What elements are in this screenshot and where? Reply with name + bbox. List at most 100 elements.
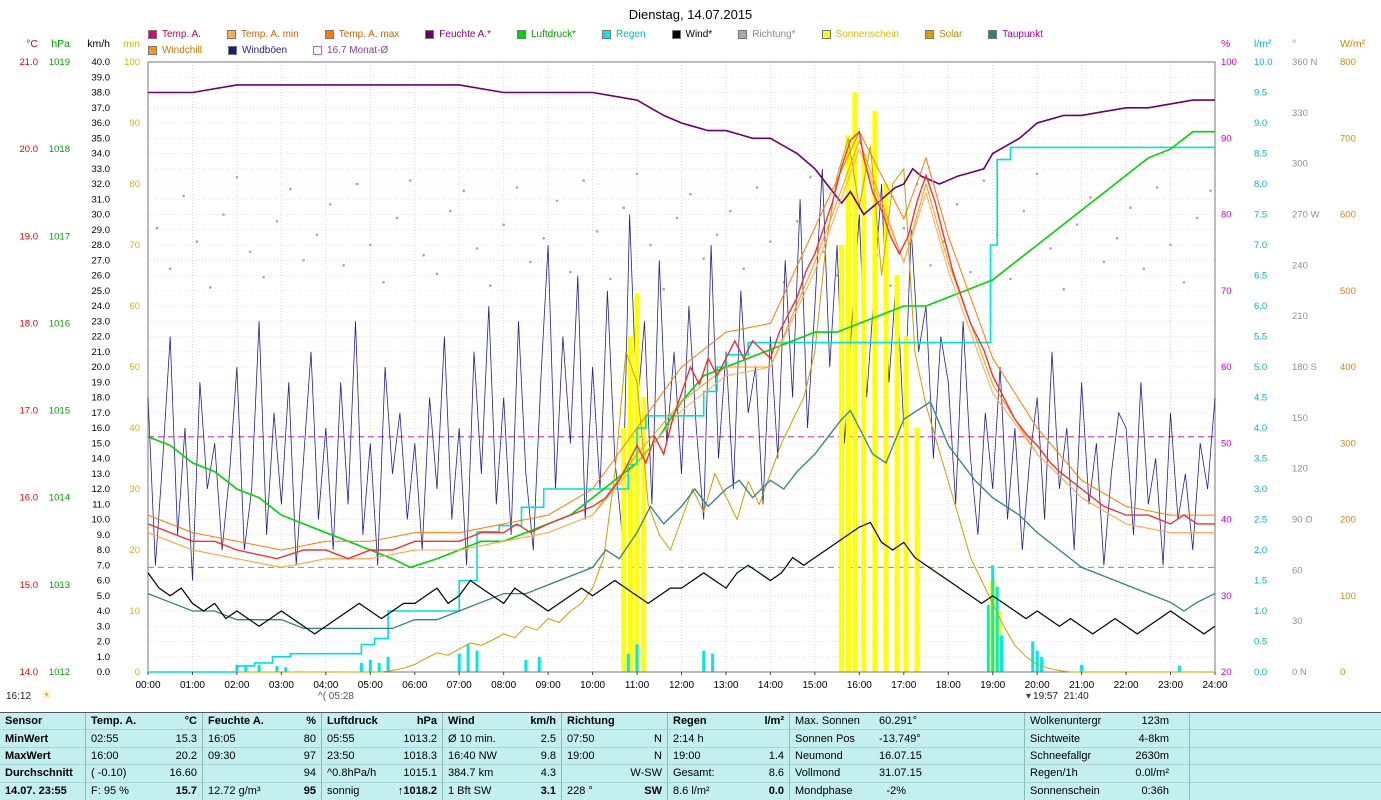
axis-tick-label: 600 bbox=[1340, 210, 1356, 221]
axis-tick-label: 10.0 bbox=[92, 515, 111, 526]
stats-cell-wind: 16:40 NW 9.8 bbox=[443, 747, 562, 766]
axis-unit-deg: ° bbox=[1292, 38, 1296, 50]
legend-swatch-temp-a bbox=[148, 29, 157, 39]
axis-tick-label: 50 bbox=[129, 362, 140, 373]
sun-icon: ☀ bbox=[42, 690, 51, 701]
x-tick-label: 03:00 bbox=[269, 680, 294, 691]
axis-tick-label: 1.0 bbox=[1254, 606, 1267, 617]
legend-label: Luftdruck* bbox=[531, 28, 577, 40]
stats-cell-regen: Gesamt: 8.6 bbox=[668, 765, 790, 783]
axis-tick-label: 20.0 bbox=[92, 362, 111, 373]
axis-tick-label: 200 bbox=[1340, 515, 1356, 526]
axis-tick-label: 25.0 bbox=[92, 286, 111, 297]
series-temp-a bbox=[147, 130, 1215, 560]
legend-swatch-feuchte-a bbox=[425, 29, 435, 39]
axis-temp: 14.0 15.0 16.0 17.0 18.0 19.0 20.0 21.0 °C bbox=[20, 38, 39, 678]
axis-tick-label: 30.0 bbox=[92, 210, 111, 221]
axis-tick-label: 70 bbox=[129, 240, 140, 251]
legend-swatch-richtung bbox=[738, 29, 748, 39]
sunset-marker-icon: ▾ bbox=[1026, 691, 1032, 702]
legend-label: Taupunkt bbox=[1002, 28, 1043, 40]
stats-cell-luftdruck: Luftdruck hPa bbox=[322, 713, 443, 731]
stats-cell-regen: 8.6 l/m² 0.0 bbox=[668, 782, 790, 800]
x-tick-label: 19:00 bbox=[980, 680, 1005, 691]
marker-evening-text: 19:57 21:40 bbox=[1033, 691, 1089, 702]
axis-tick-label: 60 bbox=[1292, 565, 1303, 576]
stats-cell-temp-a: ( -0.10) 16.60 bbox=[86, 765, 203, 783]
axis-tick-label: 3.0 bbox=[97, 621, 110, 632]
stats-info-astro: Max. Sonnen 60.291° bbox=[790, 713, 1025, 731]
axis-tick-label: 18.0 bbox=[92, 393, 111, 404]
stats-info-astro: Sonnen Pos -13.749° bbox=[790, 730, 1025, 748]
series-wind bbox=[147, 521, 1216, 635]
legend-item-regen: Regen bbox=[602, 28, 646, 40]
axis-tick-label: 240 bbox=[1292, 260, 1308, 271]
axis-tick-label: 21.0 bbox=[20, 57, 39, 68]
x-tick-label: 09:00 bbox=[536, 680, 561, 691]
x-tick-label: 12:00 bbox=[669, 680, 694, 691]
axis-tick-label: 7.5 bbox=[1254, 210, 1267, 221]
axis-tick-label: 800 bbox=[1340, 57, 1356, 68]
x-tick-label: 21:00 bbox=[1069, 680, 1094, 691]
axis-tick-label: 2.0 bbox=[97, 637, 110, 648]
stats-cell-luftdruck: 23:50 1018.3 bbox=[322, 747, 443, 766]
stats-cell-temp-a: 02:55 15.3 bbox=[86, 730, 203, 748]
legend-label: Temp. A. min bbox=[240, 28, 299, 40]
axis-unit-temp: °C bbox=[26, 38, 38, 50]
legend-swatch-temp-a-max bbox=[324, 29, 334, 39]
stats-info-astro: Vollmond 31.07.15 bbox=[790, 765, 1025, 783]
axis-tick-label: 19.0 bbox=[92, 377, 111, 388]
stats-info-misc: Sonnenschein 0:36h bbox=[1025, 782, 1190, 800]
stats-row-label: Sensor bbox=[0, 713, 86, 731]
axis-tick-label: 39.0 bbox=[92, 72, 111, 83]
axis-tick-label: 26.0 bbox=[92, 271, 111, 282]
axis-tick-label: 32.0 bbox=[92, 179, 111, 190]
legend-swatch-16-7-monat bbox=[313, 45, 323, 55]
axis-tick-label: 18.0 bbox=[20, 318, 39, 329]
axis-tick-label: 9.0 bbox=[97, 530, 110, 541]
axis-tick-label: 0 bbox=[1340, 667, 1345, 678]
axis-tick-label: 37.0 bbox=[92, 103, 111, 114]
axis-lm2: 0.0 0.5 1.0 1.5 2.0 2.5 3.0 3.5 4.0 4.5 5.0 5.5 6.0 6… bbox=[1254, 38, 1273, 678]
axis-tick-label: 3.5 bbox=[1254, 454, 1267, 465]
axis-tick-label: 14.0 bbox=[92, 454, 111, 465]
axis-tick-label: 5.0 bbox=[97, 591, 110, 602]
axis-tick-label: 10.0 bbox=[1254, 57, 1273, 68]
stats-cell-luftdruck: sonnig ↑1018.2 bbox=[322, 782, 443, 800]
legend-swatch-wind bbox=[671, 29, 681, 39]
legend-item-luftdruck: Luftdruck* bbox=[517, 29, 576, 40]
axis-tick-label: 700 bbox=[1340, 133, 1356, 144]
legend-row-2: Windchill Windböen 16.7 Monat-Ø bbox=[148, 42, 1043, 58]
axis-tick-label: 1013 bbox=[49, 580, 70, 591]
legend-swatch-luftdruck bbox=[517, 29, 526, 39]
axis-tick-label: 2.0 bbox=[1254, 545, 1267, 556]
axis-tick-label: 15.0 bbox=[92, 438, 111, 449]
axis-tick-label: 36.0 bbox=[92, 118, 111, 129]
stats-info-misc: Sichtweite 4-8km bbox=[1025, 730, 1190, 748]
stats-cell-regen: Regen l/m² bbox=[668, 713, 790, 731]
axis-tick-label: 20 bbox=[129, 545, 140, 556]
stats-cell-luftdruck: 05:55 1013.2 bbox=[322, 730, 443, 748]
x-tick-label: 17:00 bbox=[891, 680, 916, 691]
x-tick-label: 14:00 bbox=[758, 680, 783, 691]
stats-info-misc: Regen/1h 0.0l/m² bbox=[1025, 765, 1190, 783]
stats-info-misc: Schneefallgr 2630m bbox=[1025, 747, 1190, 766]
axis-tick-label: 90 O bbox=[1292, 515, 1313, 526]
legend-label: Regen bbox=[616, 28, 646, 40]
axis-kmh: 0.0 1.0 2.0 3.0 4.0 5.0 6.0 7.0 8.0 9.0 10.0 11.0 12… bbox=[87, 38, 110, 678]
axis-tick-label: 4.0 bbox=[1254, 423, 1267, 434]
stats-cell-feuchte-a: 94 bbox=[203, 765, 322, 783]
axis-tick-label: 12.0 bbox=[92, 484, 111, 495]
stats-row-label: Durchschnitt bbox=[0, 765, 86, 783]
axis-tick-label: 300 bbox=[1292, 159, 1308, 170]
axis-tick-label: 0 bbox=[135, 667, 140, 678]
x-tick-label: 07:00 bbox=[447, 680, 472, 691]
axis-tick-label: 21.0 bbox=[92, 347, 111, 358]
axis-tick-label: 300 bbox=[1340, 438, 1356, 449]
axis-unit-kmh: km/h bbox=[87, 38, 110, 50]
stats-row-label: MaxWert bbox=[0, 747, 86, 766]
legend-row-1: Temp. A. Temp. A. min Temp. A. max Feuchte … bbox=[148, 26, 1043, 42]
stats-cell-wind: Ø 10 min. 2.5 bbox=[443, 730, 562, 748]
axis-pct: 20 30 40 50 60 70 80 90 100% bbox=[1221, 38, 1237, 678]
legend-item-feuchte-a: Feuchte A.* bbox=[425, 29, 491, 40]
